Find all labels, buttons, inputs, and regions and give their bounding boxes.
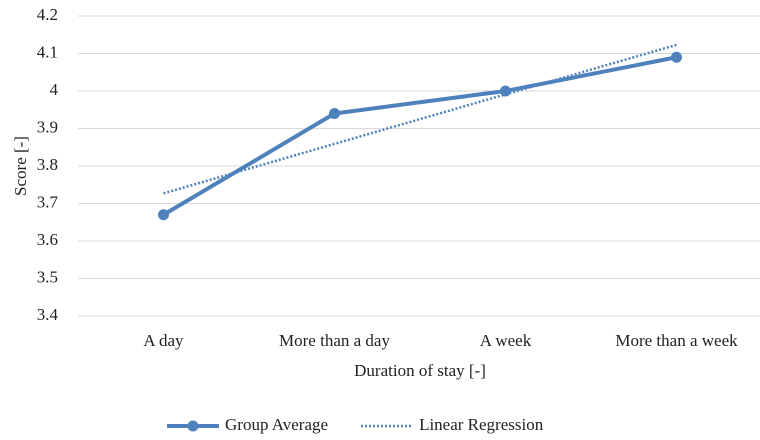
y-tick-label: 3.9	[37, 117, 58, 136]
marker	[158, 209, 169, 221]
y-tick-label: 3.6	[37, 230, 58, 249]
y-tick-label: 4	[50, 80, 59, 99]
legend-marker	[187, 420, 199, 432]
marker	[500, 85, 511, 97]
legend-label: Linear Regression	[419, 415, 544, 434]
y-tick-label: 3.8	[37, 155, 58, 174]
marker	[329, 108, 340, 119]
legend-label: Group Average	[225, 415, 328, 434]
x-tick-label: More than a week	[615, 331, 738, 350]
x-tick-label: A day	[143, 331, 184, 350]
y-tick-label: 4.1	[37, 42, 58, 61]
y-tick-label: 3.5	[37, 267, 58, 286]
y-tick-label: 4.2	[37, 5, 58, 24]
series-line	[163, 43, 677, 195]
x-tick-label: A week	[480, 331, 532, 350]
y-tick-label: 3.7	[37, 192, 59, 211]
y-axis-title: Score [-]	[11, 136, 30, 196]
series-line	[162, 55, 677, 217]
marker	[671, 51, 682, 63]
y-tick-label: 3.4	[37, 305, 59, 324]
x-tick-label: More than a day	[279, 331, 390, 350]
x-axis-title: Duration of stay [-]	[354, 361, 486, 380]
